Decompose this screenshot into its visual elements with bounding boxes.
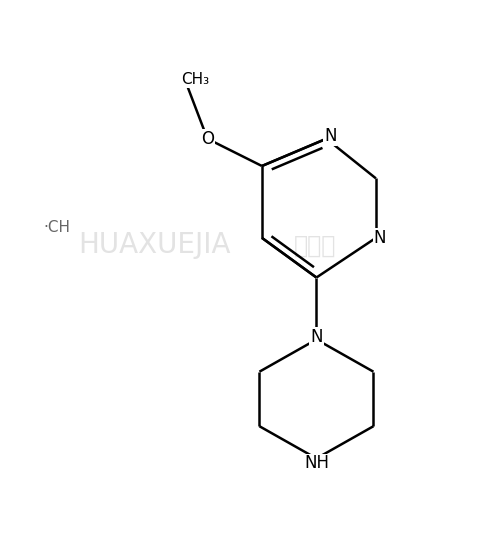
Text: N: N bbox=[310, 328, 323, 346]
Text: 化学加: 化学加 bbox=[294, 234, 337, 257]
Text: N: N bbox=[373, 229, 386, 247]
Text: NH: NH bbox=[304, 454, 329, 473]
Text: ·CH: ·CH bbox=[44, 221, 71, 235]
Text: O: O bbox=[201, 130, 214, 148]
Text: CH₃: CH₃ bbox=[181, 72, 209, 87]
Text: N: N bbox=[324, 127, 337, 145]
Text: HUAXUEJIA: HUAXUEJIA bbox=[79, 231, 231, 259]
